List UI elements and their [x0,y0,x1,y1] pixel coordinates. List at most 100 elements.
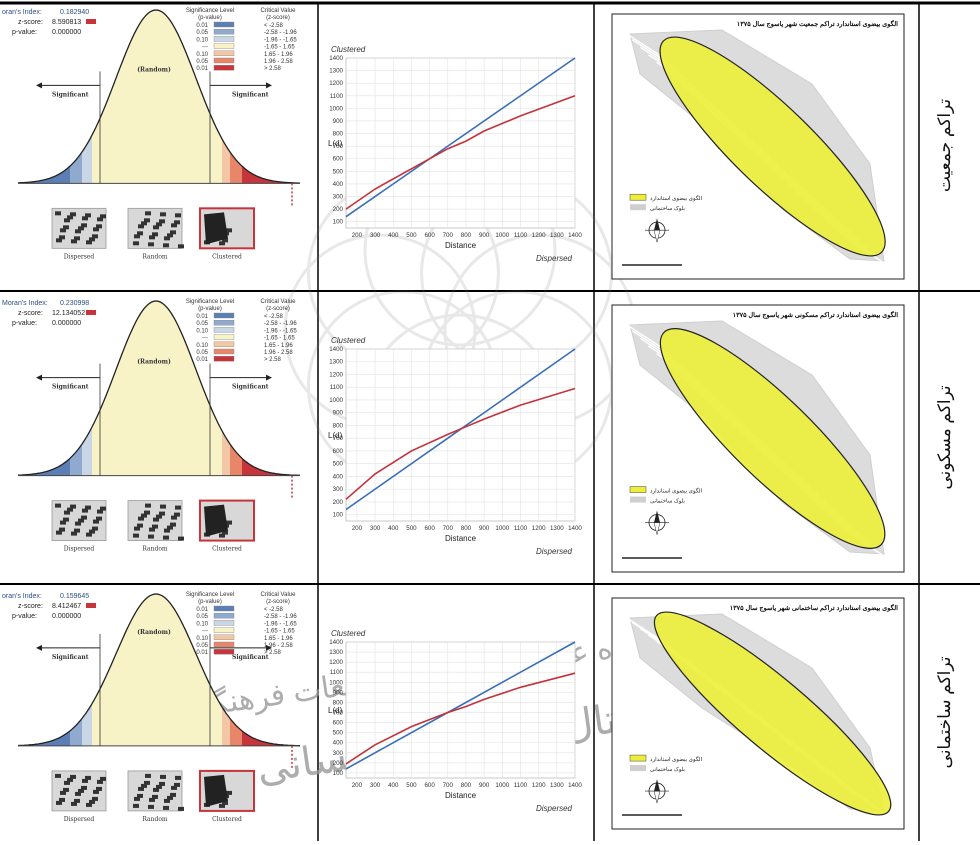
curve-region [70,718,82,746]
moran-panel: Significant (Random) Significant Moran's In… [2,299,300,553]
legend-p-value: 0.10 [196,37,208,43]
legend-header: Significance Level [186,592,234,598]
pattern-block [153,225,159,230]
x-tick-label: 600 [424,525,435,532]
pattern-block [138,516,144,521]
pattern-thumbnail: Clustered [199,499,255,553]
legend-swatch [213,613,235,619]
moran-panel: Significant (Random) Significant oran's Ind… [2,592,301,823]
pattern-label: Clustered [212,546,242,553]
curve-region [230,152,242,184]
arrow-right-head [266,374,272,381]
legend-header: (p-value) [198,15,222,21]
pattern-block [92,526,98,531]
x-tick-label: 400 [388,782,399,789]
legend-swatch [213,641,235,648]
legend-p-value: 0.01 [196,650,208,656]
y-axis-label: L(d) [328,139,343,148]
pattern-block [156,784,162,789]
x-tick-label: 800 [461,525,472,532]
pattern-block [219,241,225,246]
x-tick-label: 1400 [568,232,582,239]
x-tick-label: 900 [479,232,490,239]
x-tick-label: 600 [424,232,435,239]
curve-region [230,444,242,476]
z-score-value: 8.590813 [52,19,81,26]
legend-p-value: --- [202,45,208,51]
y-tick-label: 800 [333,422,344,429]
y-tick-label: 600 [333,448,344,455]
cluster-block [204,212,228,245]
significant-label: Significant [52,654,89,661]
pattern-block [71,239,77,244]
x-tick-label: 1100 [514,782,528,789]
legend-swatch-blocks [630,204,646,211]
pattern-block [133,533,139,538]
pattern-block [86,532,92,537]
y-tick-label: 900 [333,410,344,417]
pattern-block [156,514,162,519]
p-value-label: p-value: [12,613,37,620]
curve-region [230,718,242,746]
moran-index-label: Moran's Index: [2,300,48,307]
random-label: (Random) [137,359,171,366]
legend-swatch [213,356,235,362]
curve-region [82,427,92,476]
x-axis-label: Distance [445,534,477,543]
x-tick-label: 500 [406,782,417,789]
north-arrow-icon [654,510,660,523]
pattern-block [170,792,176,797]
y-tick-label: 100 [333,512,344,519]
pattern-block [92,796,98,801]
z-score-label: z-score: [18,310,43,317]
ellipse-map: الگوی بیضوی استاندارد تراکم جمعیت شهر یا… [611,13,905,280]
pattern-block [97,509,103,514]
y-tick-label: 1000 [329,679,343,686]
kfunction-chart: 200 300 400 500 600 700 800 900 1000 1100 1200 1300… [328,629,582,813]
pattern-block [153,517,159,522]
legend-swatch-ellipse [629,486,647,493]
z-score-value: 8.412467 [52,603,81,610]
legend-p-value: 0.10 [196,52,208,58]
legend-z-value: -1.65 - 1.65 [264,45,295,51]
legend-p-value: 0.10 [196,343,208,349]
legend-z-value: -1.65 - 1.65 [264,336,295,342]
pattern-block [82,216,88,221]
legend-z-value: < -2.58 [264,607,284,613]
x-tick-label: 800 [461,232,472,239]
legend-p-value: 0.05 [196,59,208,65]
curve-region [92,301,222,476]
moran-stats: oran's Index: 0.182940 z-score: 8.590813 p-… [2,9,96,36]
pattern-thumbnail: Clustered [199,769,255,823]
p-value-value: 0.000000 [52,613,81,620]
pattern-block [100,214,106,219]
y-tick-label: 300 [333,486,344,493]
y-axis-label: L(d) [328,431,343,440]
legend-swatch [213,29,235,35]
pattern-block [159,781,165,786]
y-tick-label: 1400 [329,346,343,353]
x-tick-label: 700 [443,525,454,532]
x-axis-label: Distance [445,791,477,800]
pattern-block [85,775,91,780]
p-value-value: 0.000000 [52,320,81,327]
pattern-block [63,517,69,522]
legend-z-value: > 2.58 [264,66,282,72]
legend-p-value: --- [202,336,208,342]
pattern-block [174,782,180,787]
pattern-block [75,521,81,526]
legend-swatch [213,334,235,340]
pattern-block [60,790,66,795]
z-score-swatch [86,603,96,608]
curve-region [18,166,70,184]
arrow-right-head [266,644,272,651]
significance-legend: Significance Level(p-value) Critical Valu… [186,299,298,363]
x-tick-label: 900 [479,525,490,532]
pattern-block [175,775,181,780]
legend-swatch [213,50,235,56]
curve-region [18,730,70,746]
legend-z-value: -2.58 - -1.96 [264,614,297,620]
y-tick-label: 1100 [330,384,344,391]
plot-area [345,641,576,779]
legend-swatch [213,21,235,28]
